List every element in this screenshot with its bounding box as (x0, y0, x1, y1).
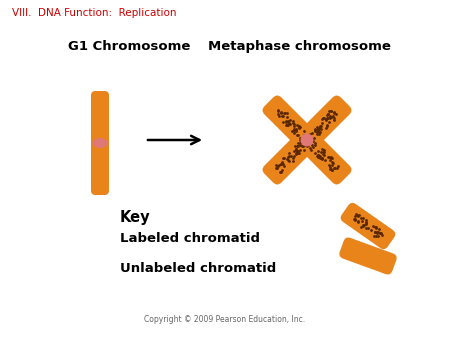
FancyBboxPatch shape (293, 95, 351, 153)
Text: Labeled chromatid: Labeled chromatid (120, 232, 260, 245)
Ellipse shape (93, 138, 108, 148)
Text: Copyright © 2009 Pearson Education, Inc.: Copyright © 2009 Pearson Education, Inc. (144, 315, 306, 324)
Text: Unlabeled chromatid: Unlabeled chromatid (120, 262, 276, 275)
Text: VIII.  DNA Function:  Replication: VIII. DNA Function: Replication (12, 8, 176, 18)
FancyBboxPatch shape (262, 95, 320, 153)
FancyBboxPatch shape (262, 126, 320, 185)
FancyBboxPatch shape (293, 126, 351, 185)
Text: Metaphase chromosome: Metaphase chromosome (208, 40, 391, 53)
Text: G1 Chromosome: G1 Chromosome (68, 40, 190, 53)
FancyBboxPatch shape (341, 203, 396, 249)
FancyBboxPatch shape (91, 91, 109, 195)
FancyBboxPatch shape (339, 238, 397, 274)
Ellipse shape (301, 134, 314, 146)
Text: Key: Key (120, 210, 151, 225)
